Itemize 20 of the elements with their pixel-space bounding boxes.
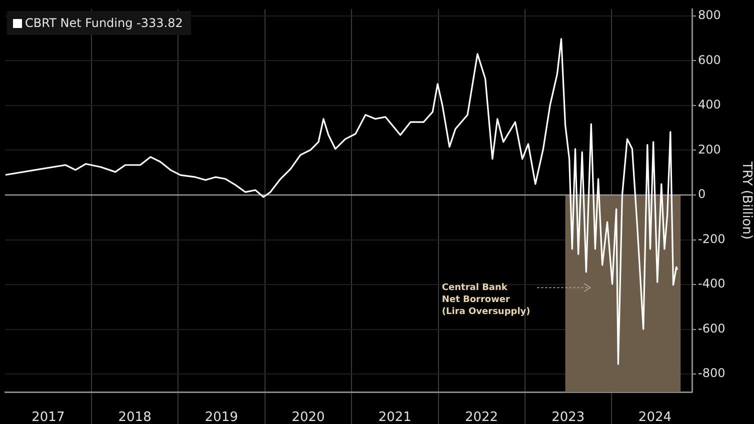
- y-tick-label: -800: [698, 366, 726, 380]
- band-label: Central Bank Net Borrower (Lira Oversupply): [442, 282, 530, 317]
- x-tick-label: 2024: [638, 410, 672, 424]
- x-tick-label: 2021: [378, 410, 412, 424]
- x-tick-label: 2020: [292, 410, 325, 424]
- y-tick-label: 400: [698, 98, 721, 112]
- x-tick-label: 2017: [32, 410, 65, 424]
- x-tick-label: 2018: [118, 410, 152, 424]
- y-tick-label: -600: [698, 321, 726, 336]
- y-tick-label: 600: [698, 52, 721, 67]
- y-tick-label: 0: [698, 187, 706, 202]
- legend-label: CBRT Net Funding -333.82: [25, 16, 183, 30]
- y-tick-label: 800: [698, 8, 721, 22]
- x-tick-label: 2022: [464, 410, 498, 424]
- x-tick-label: 2023: [552, 410, 585, 424]
- y-tick-label: 200: [698, 142, 721, 156]
- x-tick-label: 2019: [204, 410, 238, 424]
- y-tick-label: -200: [698, 232, 726, 246]
- y-tick-label: -400: [698, 276, 726, 291]
- y-axis-title: TRY (Billion): [738, 160, 754, 240]
